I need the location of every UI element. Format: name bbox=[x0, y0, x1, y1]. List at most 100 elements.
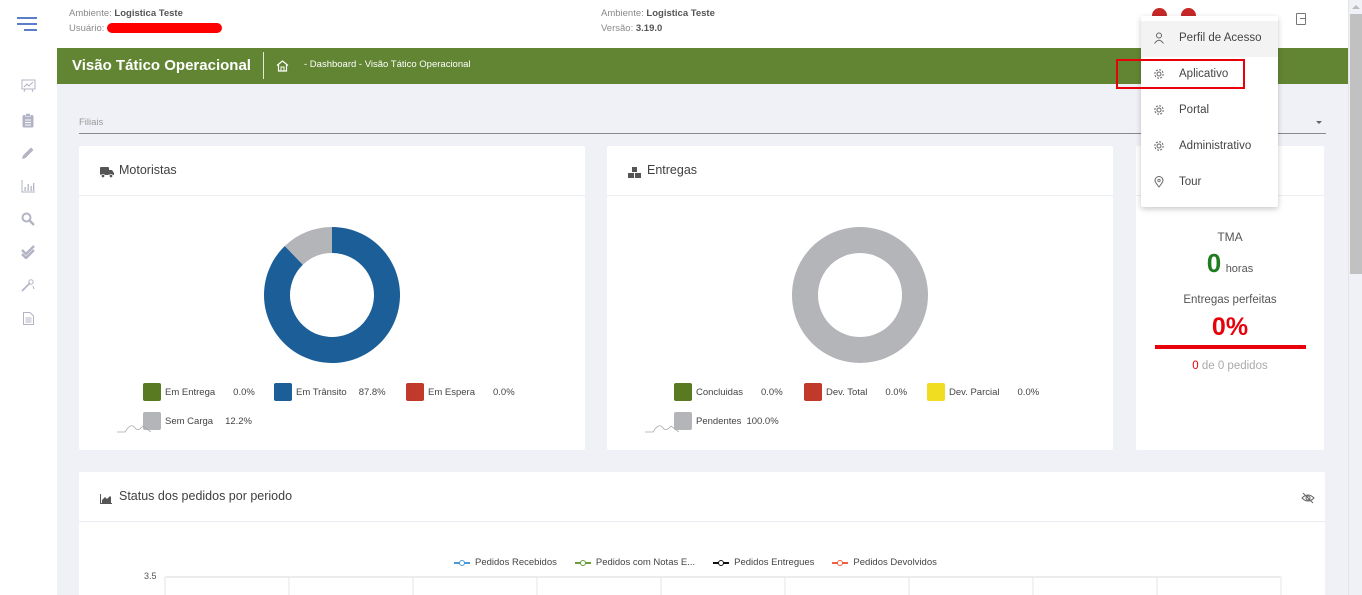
legend-value: 0.0% bbox=[885, 386, 908, 398]
motoristas-slice-sem-carga[interactable] bbox=[284, 227, 332, 265]
breadcrumb: - Dashboard - Visão Tático Operacional bbox=[304, 59, 471, 70]
motoristas-card: Motoristas Em Entrega 0.0% Em Trânsito 8… bbox=[79, 146, 585, 450]
filiais-label: Filiais bbox=[79, 117, 104, 128]
chart-zoom-wave-icon[interactable] bbox=[117, 420, 151, 434]
page-title: Visão Tático Operacional bbox=[72, 57, 251, 74]
header-env-info: Ambiente: Logistica Teste Versão: 3.19.0 bbox=[601, 6, 715, 36]
legend-label: Dev. Parcial bbox=[949, 386, 1000, 398]
double-check-icon[interactable] bbox=[20, 244, 36, 260]
user-menu-dropdown: Perfil de Acesso Aplicativo Portal Admin… bbox=[1141, 16, 1278, 207]
line-marker-icon bbox=[574, 559, 591, 567]
document-icon[interactable] bbox=[20, 310, 36, 326]
eye-slash-icon[interactable] bbox=[1301, 491, 1315, 509]
scroll-up-arrow-icon[interactable] bbox=[1352, 5, 1360, 9]
clipboard-icon[interactable] bbox=[20, 112, 36, 128]
tma-value: 0 bbox=[1206, 248, 1222, 278]
perfect-deliveries-bar bbox=[1155, 345, 1306, 349]
card-title: Status dos pedidos por periodo bbox=[119, 489, 293, 503]
menu-item-administrativo[interactable]: Administrativo bbox=[1141, 129, 1278, 165]
legend-sem-carga[interactable]: Sem Carga 12.2% bbox=[143, 412, 252, 430]
menu-item-label: Administrativo bbox=[1179, 140, 1252, 152]
map-pin-icon bbox=[1154, 176, 1164, 188]
legend-value: 0.0% bbox=[1017, 386, 1040, 398]
legend-swatch bbox=[274, 383, 292, 401]
sidebar bbox=[0, 48, 57, 595]
line-marker-icon bbox=[832, 559, 849, 567]
legend-label: Pedidos com Notas E... bbox=[595, 557, 696, 568]
page-title-bar: Visão Tático Operacional - Dashboard - V… bbox=[57, 48, 1348, 84]
top-header: Ambiente: Logistica Teste Usuário: r Amb… bbox=[0, 0, 1348, 48]
presentation-chart-icon[interactable] bbox=[20, 78, 36, 94]
version-label: Versão: bbox=[601, 23, 634, 34]
env-label: Ambiente: bbox=[69, 8, 112, 19]
caret-down-icon bbox=[1316, 121, 1322, 124]
legend-pedidos-recebidos[interactable]: Pedidos Recebidos bbox=[454, 557, 557, 568]
legend-concluidas[interactable]: Concluidas 0.0% bbox=[674, 383, 804, 401]
menu-item-portal[interactable]: Portal bbox=[1141, 93, 1278, 129]
legend-em-entrega[interactable]: Em Entrega 0.0% bbox=[143, 383, 274, 401]
title-divider bbox=[263, 52, 264, 79]
pencil-icon[interactable] bbox=[20, 145, 36, 161]
legend-dev-parcial[interactable]: Dev. Parcial 0.0% bbox=[927, 383, 1039, 401]
menu-item-aplicativo[interactable]: Aplicativo bbox=[1141, 57, 1278, 93]
entregas-donut-chart bbox=[791, 227, 928, 363]
card-title: Motoristas bbox=[119, 163, 177, 177]
legend-label: Em Trânsito bbox=[296, 386, 347, 398]
area-chart-icon bbox=[100, 491, 112, 509]
entregas-legend-row-1: Concluidas 0.0% Dev. Total 0.0% Dev. Par… bbox=[674, 383, 1039, 401]
legend-dev-total[interactable]: Dev. Total 0.0% bbox=[804, 383, 927, 401]
motoristas-donut-chart bbox=[264, 227, 400, 363]
perfect-suffix: de 0 pedidos bbox=[1201, 360, 1268, 372]
tma-unit: horas bbox=[1225, 263, 1254, 275]
menu-item-label: Aplicativo bbox=[1179, 68, 1229, 80]
legend-value: 12.2% bbox=[225, 415, 252, 427]
entregas-slice-pendentes[interactable] bbox=[791, 227, 928, 363]
legend-value: 0.0% bbox=[761, 386, 783, 398]
logout-icon[interactable] bbox=[1296, 13, 1306, 25]
scrollbar-thumb[interactable] bbox=[1350, 14, 1362, 274]
gear-icon bbox=[1154, 69, 1164, 79]
legend-em-transito[interactable]: Em Trânsito 87.8% bbox=[274, 383, 406, 401]
page-scrollbar[interactable] bbox=[1348, 0, 1362, 595]
legend-value: 0.0% bbox=[493, 386, 515, 398]
menu-item-perfil-de-acesso[interactable]: Perfil de Acesso bbox=[1141, 21, 1278, 57]
legend-value: 0.0% bbox=[233, 386, 255, 398]
motoristas-legend-row-2: Sem Carga 12.2% bbox=[143, 412, 252, 430]
menu-item-tour[interactable]: Tour bbox=[1141, 165, 1278, 201]
menu-toggle-icon[interactable] bbox=[17, 17, 37, 31]
legend-label: Em Entrega bbox=[165, 386, 216, 398]
legend-swatch bbox=[406, 383, 424, 401]
env-value: Logistica Teste bbox=[646, 8, 715, 19]
legend-swatch bbox=[674, 412, 692, 430]
kpi-card: TMA 0 horas Entregas perfeitas 0% 0 de 0… bbox=[1136, 146, 1324, 450]
user-label: Usuário: r bbox=[69, 23, 111, 34]
legend-pedidos-com-notas[interactable]: Pedidos com Notas E... bbox=[574, 557, 696, 568]
line-marker-icon bbox=[713, 559, 730, 567]
legend-pedidos-devolvidos[interactable]: Pedidos Devolvidos bbox=[832, 557, 937, 568]
search-icon[interactable] bbox=[20, 211, 36, 227]
legend-label: Sem Carga bbox=[165, 415, 214, 427]
card-header: Motoristas bbox=[79, 146, 585, 196]
user-icon bbox=[1154, 32, 1164, 44]
tma-label: TMA bbox=[1217, 230, 1243, 244]
legend-pedidos-entregues[interactable]: Pedidos Entregues bbox=[713, 557, 814, 568]
legend-value: 100.0% bbox=[746, 415, 779, 427]
filiais-select[interactable]: Filiais bbox=[79, 112, 1326, 134]
version-value: 3.19.0 bbox=[635, 23, 663, 34]
motoristas-legend-row-1: Em Entrega 0.0% Em Trânsito 87.8% Em Esp… bbox=[143, 383, 515, 401]
env-value: Logistica Teste bbox=[114, 8, 183, 19]
legend-em-espera[interactable]: Em Espera 0.0% bbox=[406, 383, 515, 401]
bar-chart-icon[interactable] bbox=[20, 178, 36, 194]
truck-icon bbox=[100, 165, 114, 183]
legend-pendentes[interactable]: Pendentes 100.0% bbox=[674, 412, 779, 430]
line-marker-icon bbox=[454, 559, 470, 567]
perfect-deliveries-value: 0% bbox=[1211, 313, 1249, 341]
motoristas-slice-em-tr-nsito[interactable] bbox=[264, 227, 400, 363]
legend-label: Pedidos Entregues bbox=[734, 557, 815, 568]
boxes-icon bbox=[628, 165, 641, 183]
menu-item-label: Tour bbox=[1179, 176, 1202, 188]
home-icon[interactable] bbox=[276, 59, 290, 73]
magic-wand-icon[interactable] bbox=[20, 277, 36, 293]
gear-icon bbox=[1154, 105, 1164, 115]
chart-zoom-wave-icon[interactable] bbox=[645, 420, 679, 434]
